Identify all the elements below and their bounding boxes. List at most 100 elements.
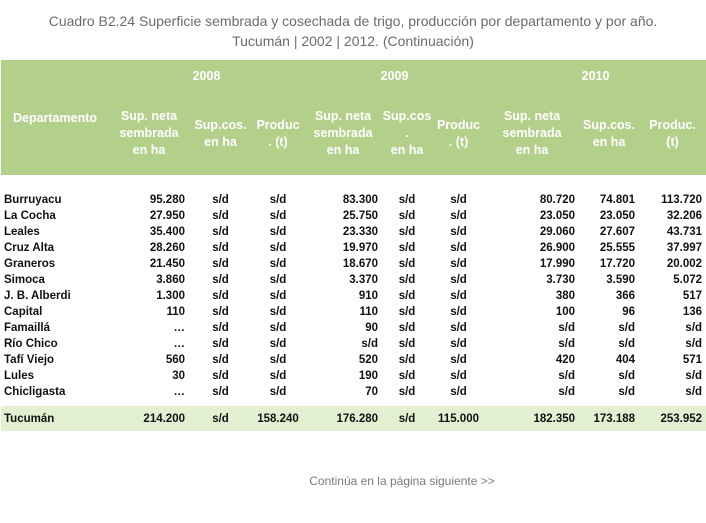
header-line: sembrada bbox=[119, 126, 179, 140]
table-cell: … bbox=[173, 386, 186, 398]
total-cell: 176.280 bbox=[304, 406, 383, 431]
table-row: Simoca 3.860 s/d s/d 3.370 s/d s/d 3.730 3.590 5.… bbox=[1, 272, 706, 288]
table-row: Graneros 21.450 s/d s/d 18.670 s/d s/d 17.990 17… bbox=[1, 256, 706, 272]
col-header-produc-2009: Produc . (t) bbox=[432, 92, 486, 175]
table-cell: 30 bbox=[172, 370, 185, 382]
table-cell: s/d bbox=[269, 242, 287, 254]
table-cell: s/d bbox=[212, 354, 229, 366]
table-cell: s/d bbox=[558, 322, 576, 334]
table-cell: 110 bbox=[359, 306, 379, 318]
table-cell: s/d bbox=[450, 194, 467, 206]
table-cell: 80.720 bbox=[539, 194, 576, 206]
table-cell: s/d bbox=[398, 226, 416, 238]
table-cell: s/d bbox=[212, 274, 229, 286]
table-row: J. B. Alberdi 1.300 s/d s/d 910 s/d s/d 380 366 5… bbox=[1, 288, 706, 304]
header-line: Sup.cos bbox=[382, 109, 432, 123]
table-cell: 136 bbox=[682, 306, 703, 318]
table-cell: s/d bbox=[685, 386, 703, 398]
total-cell: 158.240 bbox=[252, 406, 305, 431]
table-cell: s/d bbox=[212, 194, 229, 206]
header-line: Sup.cos. bbox=[194, 117, 247, 132]
table-cell: s/d bbox=[269, 306, 287, 318]
department-name: Famaillá bbox=[4, 322, 51, 334]
col-header-sup-neta-sembrada-2008: Sup. neta sembrada en ha bbox=[109, 92, 189, 175]
table-cell: 26.900 bbox=[539, 242, 576, 254]
table-cell: s/d bbox=[269, 322, 287, 334]
table-cell: … bbox=[173, 338, 186, 350]
table-row: Cruz Alta 28.260 s/d s/d 19.970 s/d s/d 26.900 2… bbox=[1, 240, 706, 256]
table-cell: s/d bbox=[558, 386, 576, 398]
header-line: Produc. bbox=[649, 117, 696, 132]
table-cell: s/d bbox=[398, 290, 416, 302]
table-cell: 96 bbox=[622, 306, 636, 318]
table-cell: 19.970 bbox=[342, 242, 379, 254]
table-cell: 17.720 bbox=[599, 258, 636, 270]
department-name: Capital bbox=[4, 306, 43, 318]
table-cell: s/d bbox=[398, 242, 416, 254]
table-cell: s/d bbox=[398, 322, 416, 334]
table-cell: s/d bbox=[269, 354, 287, 366]
total-cell: s/d bbox=[189, 406, 252, 431]
table-cell: s/d bbox=[212, 306, 229, 318]
table-cell: 37.997 bbox=[666, 242, 703, 254]
table-cell: s/d bbox=[450, 370, 467, 382]
table-row: Capital 110 s/d s/d 110 s/d s/d 100 96 136 bbox=[1, 304, 706, 320]
total-cell: 253.952 bbox=[639, 406, 706, 431]
table-cell: s/d bbox=[212, 226, 229, 238]
table-cell: 23.050 bbox=[539, 210, 576, 222]
table-cell: 517 bbox=[682, 290, 703, 302]
table-cell: s/d bbox=[269, 386, 287, 398]
department-name: Burruyacu bbox=[4, 194, 62, 206]
table-cell: s/d bbox=[212, 322, 229, 334]
department-name: Leales bbox=[4, 226, 40, 238]
table-cell: s/d bbox=[269, 338, 287, 350]
table-cell: s/d bbox=[212, 338, 229, 350]
table-cell: s/d bbox=[618, 322, 636, 334]
table-cell: s/d bbox=[212, 242, 229, 254]
table-row: Tafí Viejo 560 s/d s/d 520 s/d s/d 420 404 571 bbox=[1, 352, 706, 368]
table-cell: s/d bbox=[450, 322, 467, 334]
header-line: (t) bbox=[666, 134, 679, 149]
table-cell: s/d bbox=[269, 226, 287, 238]
table-cell: 520 bbox=[358, 354, 379, 366]
table-row: Burruyacu 95.280 s/d s/d 83.300 s/d s/d 80.720 7… bbox=[1, 192, 706, 208]
year-header-2010: 2010 bbox=[485, 60, 706, 92]
table-cell: 100 bbox=[555, 306, 576, 318]
table-cell: 43.731 bbox=[666, 226, 703, 238]
total-label: Tucumán bbox=[1, 406, 109, 431]
header-line: sembrada bbox=[313, 126, 373, 140]
table-cell: 420 bbox=[555, 354, 576, 366]
table-cell: s/d bbox=[398, 386, 416, 398]
table-cell: 95.280 bbox=[149, 194, 185, 206]
total-cell: 182.350 bbox=[485, 406, 580, 431]
table-cell: 17.990 bbox=[539, 258, 576, 270]
header-line: . bbox=[405, 126, 409, 140]
table-cell: s/d bbox=[558, 338, 576, 350]
table-cell: s/d bbox=[212, 258, 229, 270]
table-cell: 28.260 bbox=[149, 242, 185, 254]
table-title: Cuadro B2.24 Superficie sembrada y cosec… bbox=[0, 11, 706, 51]
table-cell: 18.670 bbox=[342, 258, 379, 270]
table-cell: 110 bbox=[166, 306, 185, 318]
header-line: en ha bbox=[132, 143, 166, 157]
table-row: Leales 35.400 s/d s/d 23.330 s/d s/d 29.060 27.6… bbox=[1, 224, 706, 240]
department-name: Cruz Alta bbox=[4, 242, 55, 254]
table-cell: s/d bbox=[269, 370, 287, 382]
table-cell: s/d bbox=[685, 370, 703, 382]
table-cell: s/d bbox=[212, 370, 229, 382]
table-cell: 190 bbox=[358, 370, 379, 382]
table-cell: s/d bbox=[269, 194, 287, 206]
table-cell: s/d bbox=[450, 290, 467, 302]
table-cell: 35.400 bbox=[149, 226, 185, 238]
table-cell: s/d bbox=[450, 210, 467, 222]
header-line: Produc bbox=[436, 117, 481, 132]
header-line: . (t) bbox=[448, 134, 469, 149]
table-cell: s/d bbox=[450, 258, 467, 270]
table-cell: s/d bbox=[212, 210, 229, 222]
col-header-produc-2010: Produc. (t) bbox=[639, 92, 706, 175]
col-header-sup-cos-2008: Sup.cos. en ha bbox=[189, 92, 252, 175]
table-cell: 27.950 bbox=[149, 210, 185, 222]
year-header-2009: 2009 bbox=[304, 60, 486, 92]
table-cell: 5.072 bbox=[673, 274, 703, 286]
table-cell: 366 bbox=[615, 290, 636, 302]
